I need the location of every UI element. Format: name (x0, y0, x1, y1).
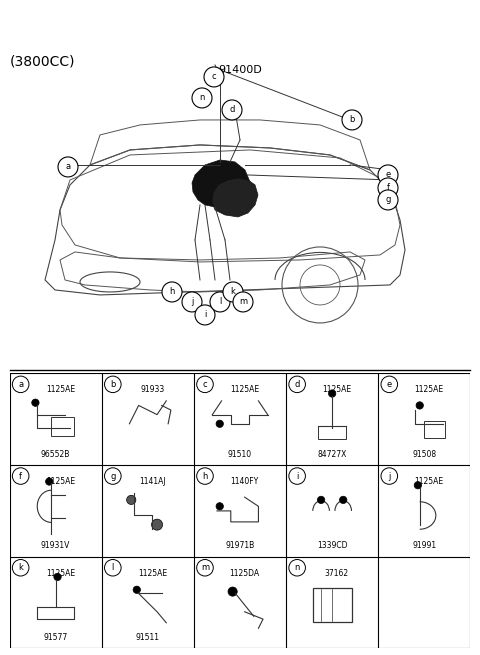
Circle shape (416, 402, 423, 409)
Circle shape (317, 496, 325, 504)
Circle shape (289, 559, 305, 576)
Text: 91577: 91577 (44, 633, 68, 642)
Text: 1125AE: 1125AE (414, 385, 444, 394)
Polygon shape (192, 160, 250, 207)
Circle shape (133, 586, 141, 593)
Text: 1339CD: 1339CD (317, 541, 348, 550)
Text: 84727X: 84727X (317, 449, 347, 458)
Circle shape (339, 496, 347, 504)
Text: l: l (219, 297, 221, 307)
Text: g: g (110, 472, 116, 481)
Text: 1125AE: 1125AE (414, 477, 444, 486)
Text: 91400D: 91400D (218, 65, 262, 75)
Circle shape (414, 481, 421, 489)
Circle shape (216, 420, 223, 428)
Text: 1125AE: 1125AE (46, 477, 75, 486)
Text: a: a (65, 162, 71, 172)
Circle shape (378, 190, 398, 210)
Circle shape (32, 399, 39, 406)
Circle shape (228, 587, 237, 596)
Text: n: n (294, 563, 300, 572)
Text: j: j (191, 297, 193, 307)
Text: b: b (110, 380, 116, 389)
Text: 1125AE: 1125AE (46, 569, 75, 578)
Text: 96552B: 96552B (41, 449, 71, 458)
Text: 1125AE: 1125AE (322, 385, 351, 394)
Text: d: d (229, 105, 235, 115)
Text: i: i (296, 472, 299, 481)
Text: d: d (294, 380, 300, 389)
Circle shape (182, 292, 202, 312)
Circle shape (58, 157, 78, 177)
Text: l: l (112, 563, 114, 572)
Text: f: f (386, 183, 389, 193)
Text: a: a (18, 380, 23, 389)
Circle shape (105, 559, 121, 576)
Text: 1125AE: 1125AE (138, 569, 167, 578)
Text: g: g (385, 195, 391, 204)
Text: k: k (230, 288, 235, 297)
Text: n: n (199, 94, 204, 102)
Circle shape (197, 559, 213, 576)
Circle shape (378, 165, 398, 185)
Text: h: h (202, 472, 208, 481)
Circle shape (12, 468, 29, 484)
Text: c: c (212, 73, 216, 81)
Circle shape (127, 495, 136, 504)
Text: 1141AJ: 1141AJ (139, 477, 166, 486)
Polygon shape (212, 178, 258, 217)
Circle shape (378, 178, 398, 198)
Circle shape (289, 468, 305, 484)
Circle shape (381, 376, 397, 392)
Circle shape (204, 67, 224, 87)
Text: 91991: 91991 (412, 541, 436, 550)
Text: c: c (203, 380, 207, 389)
Text: m: m (239, 297, 247, 307)
Text: f: f (19, 472, 22, 481)
Circle shape (233, 292, 253, 312)
Circle shape (289, 376, 305, 392)
Circle shape (342, 110, 362, 130)
Text: i: i (204, 310, 206, 320)
Circle shape (105, 376, 121, 392)
Text: m: m (201, 563, 209, 572)
Text: 91510: 91510 (228, 449, 252, 458)
Circle shape (222, 100, 242, 120)
Text: k: k (18, 563, 23, 572)
Circle shape (197, 468, 213, 484)
Text: 91931V: 91931V (41, 541, 71, 550)
Text: 91508: 91508 (412, 449, 436, 458)
Text: 1125AE: 1125AE (230, 385, 259, 394)
Circle shape (210, 292, 230, 312)
Text: 1125DA: 1125DA (229, 569, 260, 578)
Circle shape (197, 376, 213, 392)
Circle shape (328, 390, 336, 397)
Text: 91511: 91511 (136, 633, 160, 642)
Circle shape (46, 478, 53, 485)
Circle shape (381, 468, 397, 484)
Text: 1125AE: 1125AE (46, 385, 75, 394)
Circle shape (216, 502, 223, 510)
Circle shape (152, 519, 163, 530)
Text: 37162: 37162 (324, 569, 349, 578)
Text: e: e (387, 380, 392, 389)
Text: 1140FY: 1140FY (230, 477, 259, 486)
Text: 91933: 91933 (140, 385, 165, 394)
Circle shape (12, 559, 29, 576)
Text: b: b (349, 115, 355, 124)
Circle shape (195, 305, 215, 325)
Circle shape (223, 282, 243, 302)
Circle shape (162, 282, 182, 302)
Circle shape (192, 88, 212, 108)
Circle shape (12, 376, 29, 392)
Text: 91971B: 91971B (226, 541, 254, 550)
Circle shape (105, 468, 121, 484)
Text: j: j (388, 472, 391, 481)
Text: e: e (385, 170, 391, 179)
Text: h: h (169, 288, 175, 297)
Circle shape (54, 573, 61, 580)
Text: (3800CC): (3800CC) (10, 55, 75, 69)
